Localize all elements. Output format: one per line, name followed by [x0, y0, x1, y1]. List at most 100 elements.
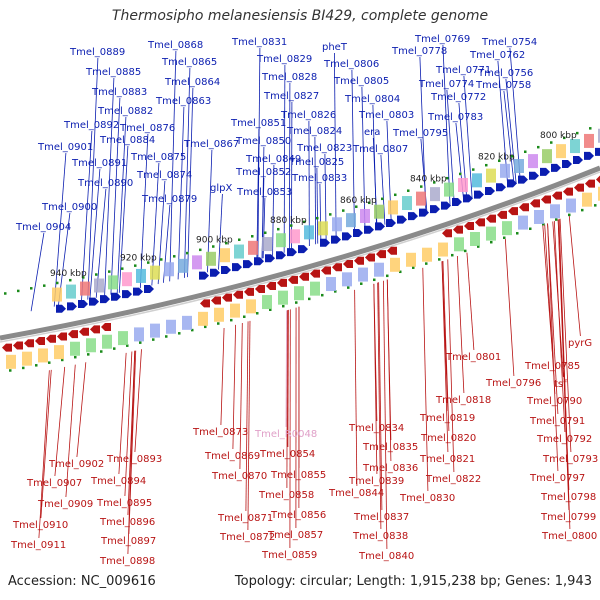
plus-gene-arrow[interactable]: [133, 287, 143, 296]
gene-label[interactable]: Tmel_0807: [352, 144, 408, 155]
minus-gene-arrow[interactable]: [46, 334, 56, 343]
gene-label[interactable]: Tmel_0874: [136, 170, 192, 181]
plus-gene-arrow[interactable]: [584, 151, 594, 160]
plus-gene-arrow[interactable]: [254, 257, 264, 266]
gene-label[interactable]: Tmel_0833: [291, 173, 347, 184]
minus-gene-arrow[interactable]: [90, 325, 100, 334]
gene-label[interactable]: Tmel_0772: [430, 92, 486, 103]
plus-gene-arrow[interactable]: [551, 163, 561, 172]
gene-label[interactable]: Tmel_0891: [71, 158, 127, 169]
minus-gene-arrow[interactable]: [24, 339, 34, 348]
gene-label[interactable]: Tmel_0904: [15, 222, 71, 233]
minus-gene-arrow[interactable]: [68, 330, 78, 339]
minus-gene-arrow[interactable]: [244, 287, 254, 296]
plus-gene-arrow[interactable]: [265, 254, 275, 263]
gene-label[interactable]: Tmel_0831: [231, 37, 287, 48]
gene-label[interactable]: Tmel_0849: [245, 154, 301, 165]
minus-gene-arrow[interactable]: [387, 246, 397, 255]
gene-label[interactable]: Tmel_0798: [540, 492, 596, 503]
gene-label[interactable]: Tmel_0822: [425, 474, 481, 485]
gene-label[interactable]: Tmel_0853: [236, 187, 292, 198]
plus-gene-arrow[interactable]: [485, 186, 495, 195]
minus-gene-arrow[interactable]: [541, 195, 551, 204]
minus-gene-arrow[interactable]: [211, 296, 221, 305]
gene-label[interactable]: Tmel_0890: [77, 178, 133, 189]
plus-gene-arrow[interactable]: [331, 235, 341, 244]
gene-label[interactable]: Tmel_0836: [362, 463, 418, 474]
plus-gene-arrow[interactable]: [595, 147, 600, 156]
gene-label[interactable]: Tmel_0835: [362, 442, 418, 453]
plus-gene-arrow[interactable]: [342, 232, 352, 241]
plus-gene-arrow[interactable]: [353, 229, 363, 238]
gene-label[interactable]: Tmel_0856: [270, 510, 326, 521]
gene-label[interactable]: Tmel_0910: [12, 520, 68, 531]
minus-gene-arrow[interactable]: [288, 275, 298, 284]
gene-label[interactable]: Tmel_0898: [99, 556, 155, 567]
gene-label[interactable]: Tmel_0883: [91, 87, 147, 98]
gene-label[interactable]: Tmel_0793: [542, 454, 598, 465]
minus-gene-arrow[interactable]: [233, 290, 243, 299]
plus-gene-arrow[interactable]: [540, 167, 550, 176]
gene-label[interactable]: Tmel_0868: [147, 40, 203, 51]
plus-gene-arrow[interactable]: [221, 265, 231, 274]
gene-label[interactable]: Tmel_0818: [435, 395, 491, 406]
gene-label[interactable]: Tmel_0859: [261, 550, 317, 561]
gene-label[interactable]: Tmel_0792: [536, 434, 592, 445]
minus-gene-arrow[interactable]: [354, 256, 364, 265]
gene-label[interactable]: pheT: [322, 42, 348, 53]
plus-gene-arrow[interactable]: [408, 212, 418, 221]
minus-gene-arrow[interactable]: [365, 253, 375, 262]
plus-gene-arrow[interactable]: [386, 219, 396, 228]
gene-label[interactable]: Tmel_0864: [164, 77, 220, 88]
plus-gene-arrow[interactable]: [397, 215, 407, 224]
gene-label[interactable]: Tmel_0865: [161, 57, 217, 68]
gene-label[interactable]: Tmel_R0048: [254, 429, 317, 440]
gene-label[interactable]: Tmel_0867: [183, 139, 239, 150]
gene-label[interactable]: Tmel_0790: [526, 396, 582, 407]
minus-gene-arrow[interactable]: [453, 225, 463, 234]
gene-label[interactable]: Tmel_0756: [477, 68, 533, 79]
gene-label[interactable]: Tmel_0884: [99, 135, 155, 146]
gene-label[interactable]: Tmel_0769: [414, 34, 470, 45]
plus-gene-arrow[interactable]: [430, 205, 440, 214]
minus-gene-arrow[interactable]: [332, 263, 342, 272]
plus-gene-arrow[interactable]: [199, 271, 209, 280]
gene-label[interactable]: Tmel_0894: [90, 476, 146, 487]
gene-label[interactable]: Tmel_0840: [358, 551, 414, 562]
minus-gene-arrow[interactable]: [497, 210, 507, 219]
minus-gene-arrow[interactable]: [552, 191, 562, 200]
gene-label[interactable]: Tmel_0889: [69, 47, 125, 58]
gene-label[interactable]: Tmel_0902: [48, 459, 104, 470]
gene-label[interactable]: Tmel_0825: [288, 157, 344, 168]
plus-gene-arrow[interactable]: [89, 297, 99, 306]
gene-label[interactable]: Tmel_0885: [85, 67, 141, 78]
plus-gene-arrow[interactable]: [562, 159, 572, 168]
minus-gene-arrow[interactable]: [222, 293, 232, 302]
plus-gene-arrow[interactable]: [463, 194, 473, 203]
gene-label[interactable]: Tmel_0854: [259, 449, 315, 460]
plus-gene-arrow[interactable]: [276, 251, 286, 260]
minus-gene-arrow[interactable]: [13, 341, 23, 350]
minus-gene-arrow[interactable]: [255, 284, 265, 293]
gene-label[interactable]: Tmel_0800: [541, 531, 597, 542]
gene-label[interactable]: Tmel_0829: [256, 54, 312, 65]
plus-gene-arrow[interactable]: [287, 248, 297, 257]
plus-gene-arrow[interactable]: [496, 183, 506, 192]
gene-label[interactable]: Tmel_0799: [540, 512, 596, 523]
plus-gene-arrow[interactable]: [320, 238, 330, 247]
plus-gene-arrow[interactable]: [529, 171, 539, 180]
gene-label[interactable]: Tmel_0791: [529, 416, 585, 427]
minus-gene-arrow[interactable]: [2, 343, 12, 352]
gene-label[interactable]: Tmel_0795: [392, 128, 448, 139]
gene-label[interactable]: Tmel_0907: [26, 478, 82, 489]
gene-label[interactable]: Tmel_0821: [419, 454, 475, 465]
gene-label[interactable]: Tmel_0871: [217, 513, 273, 524]
gene-label[interactable]: Tmel_0754: [481, 37, 537, 48]
minus-gene-arrow[interactable]: [464, 221, 474, 230]
minus-gene-arrow[interactable]: [310, 269, 320, 278]
minus-gene-arrow[interactable]: [101, 322, 111, 331]
plus-gene-arrow[interactable]: [441, 201, 451, 210]
gene-label[interactable]: Tmel_0771: [435, 65, 491, 76]
gene-label[interactable]: Tmel_0869: [204, 451, 260, 462]
plus-gene-arrow[interactable]: [364, 225, 374, 234]
